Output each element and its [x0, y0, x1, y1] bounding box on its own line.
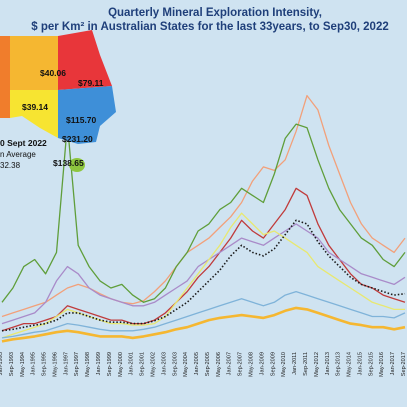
x-tick-label: May-2004	[183, 352, 189, 377]
x-tick-label: Sep-2005	[205, 352, 211, 376]
x-tick-label: Sep-1995	[42, 352, 48, 376]
series-line-7	[1, 306, 406, 343]
x-tick-label: Jan-2015	[357, 352, 363, 375]
series-line-3	[1, 187, 406, 332]
state-sa	[10, 90, 58, 138]
x-tick-label: May-2000	[118, 352, 124, 377]
map-value-label: $39.14	[22, 102, 48, 112]
x-tick-label: Sep-1997	[74, 352, 80, 376]
x-tick-label: May-2016	[379, 352, 385, 377]
x-tick-label: Jan-1999	[96, 352, 102, 375]
series-line-2	[1, 123, 406, 303]
state-nt	[10, 36, 58, 90]
x-tick-label: Sep-2007	[238, 352, 244, 376]
x-tick-label: Sep-2009	[270, 352, 276, 376]
x-tick-label: May-1998	[85, 352, 91, 377]
x-tick-label: May-2002	[150, 352, 156, 377]
x-tick-label: Jan-1993	[0, 352, 4, 375]
map-value-label: $138.65	[53, 158, 84, 168]
series-line-5	[1, 212, 405, 339]
x-tick-label: Sep-1993	[9, 352, 15, 376]
x-tick-label: May-2012	[314, 352, 320, 377]
series-line-8	[1, 219, 406, 332]
x-tick-layer: Jan-1993 Sep-1993 May-1994 Jan-1995 Sep-1995…	[0, 352, 407, 377]
x-tick-label: May-2010	[281, 352, 287, 377]
x-tick-label: Sep-2015	[368, 352, 374, 376]
state-tas	[69, 158, 85, 172]
state-qld	[58, 30, 112, 90]
x-tick-label: Jan-2009	[259, 352, 265, 375]
x-tick-label: Jan-2007	[227, 352, 233, 375]
x-tick-label: Jan-2001	[129, 352, 135, 375]
x-tick-label: May-2014	[347, 352, 353, 377]
x-tick-label: Sep-2001	[140, 352, 146, 376]
map-value-label: $231.20	[62, 134, 93, 144]
x-tick-label: May-1994	[20, 352, 26, 377]
x-tick-label: Sep-2013	[336, 352, 342, 376]
state-wa	[0, 36, 10, 118]
x-tick-label: May-2006	[216, 352, 222, 377]
x-tick-label: Jan-2017	[390, 352, 396, 375]
map-note-date: 0 Sept 2022	[0, 138, 47, 148]
x-tick-label: Sep-2017	[401, 352, 407, 376]
x-tick-label: Jan-2013	[325, 352, 331, 375]
series-line-6	[1, 290, 406, 339]
x-tick-label: Sep-1999	[107, 352, 113, 376]
series-line-1	[1, 94, 406, 318]
x-tick-label: May-1996	[52, 352, 58, 377]
chart-title: Quarterly Mineral Exploration Intensity,	[108, 7, 322, 19]
australia-map: $40.06 $79.11 $39.14 $115.70 $231.20 $138.65 0…	[0, 30, 116, 172]
x-tick-label: Sep-2003	[172, 352, 178, 376]
chart-subtitle: $ per Km² in Australian States for the l…	[31, 21, 389, 33]
map-value-label: $40.06	[40, 68, 66, 78]
series-layer	[1, 94, 406, 343]
state-nsw	[58, 86, 116, 126]
map-value-label: $115.70	[66, 115, 97, 125]
x-tick-label: Jan-1995	[31, 352, 37, 375]
x-tick-label: Jan-1997	[63, 352, 69, 375]
map-note-value: 32.38	[0, 161, 21, 170]
x-tick-label: Jan-2003	[161, 352, 167, 375]
x-tick-label: Jan-2005	[194, 352, 200, 375]
map-note-average: n Average	[0, 150, 36, 159]
x-tick-label: Sep-2011	[303, 352, 309, 376]
x-tick-label: Jan-2011	[292, 352, 298, 375]
x-tick-label: May-2008	[249, 352, 255, 377]
series-line-4	[1, 223, 406, 325]
state-vic	[58, 126, 100, 144]
map-value-label: $79.11	[78, 78, 104, 88]
